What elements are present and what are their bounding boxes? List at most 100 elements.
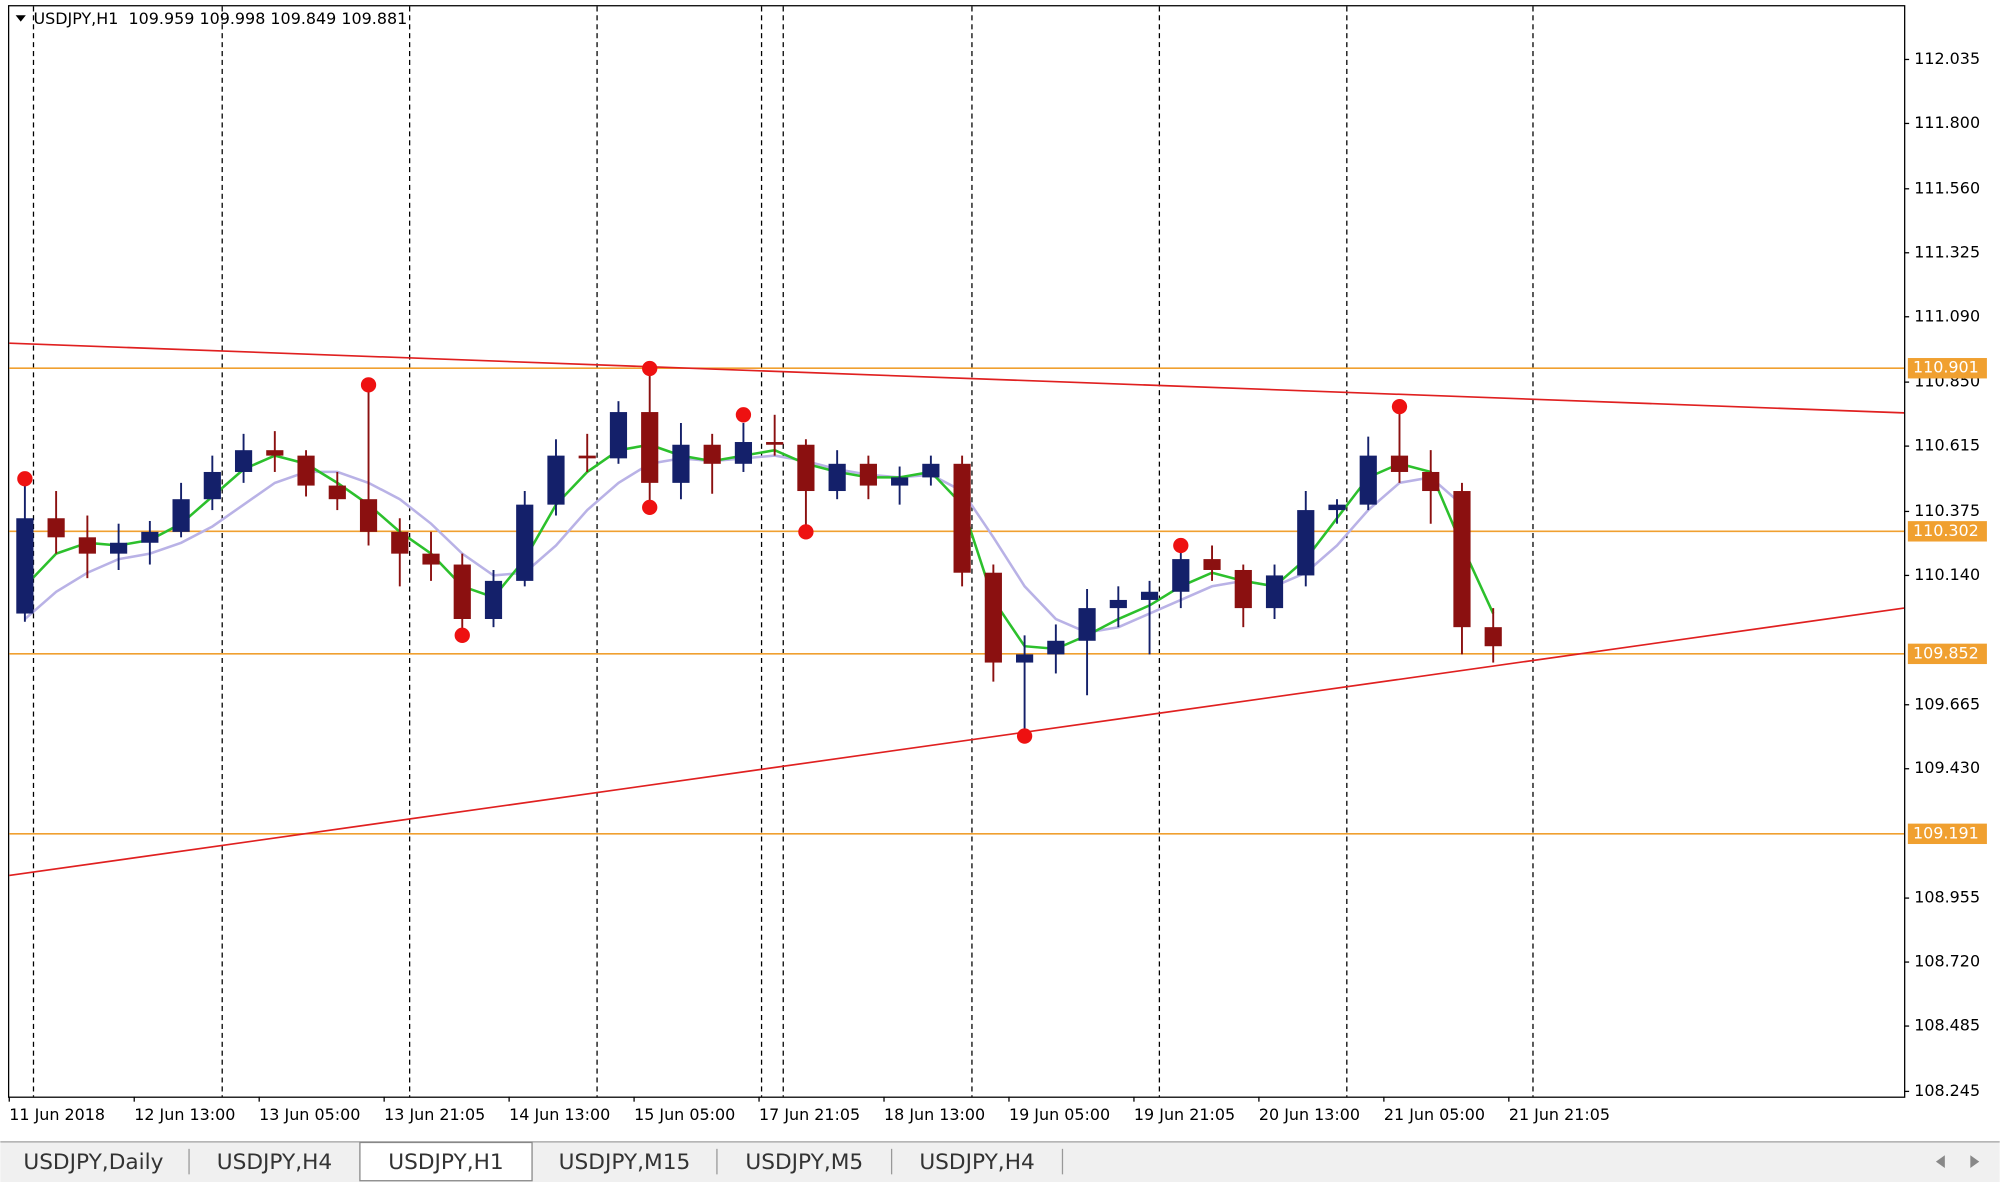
fractal-marker — [642, 360, 658, 377]
level-label: 110.302 — [1913, 521, 1979, 540]
x-tick-label: 20 Jun 13:00 — [1259, 1105, 1360, 1124]
candle-body — [391, 531, 409, 554]
tab[interactable]: USDJPY,M5 — [745, 1150, 863, 1175]
chart-header: USDJPY,H1 109.959 109.998 109.849 109.881 — [33, 9, 407, 28]
level-label: 109.852 — [1913, 643, 1979, 662]
candle-body — [203, 471, 221, 500]
candle-body — [422, 553, 440, 565]
tab-scroll[interactable] — [1935, 1155, 1980, 1168]
y-tick-label: 109.665 — [1914, 694, 1980, 713]
level-label: 110.901 — [1913, 358, 1979, 377]
candle-body — [453, 564, 471, 619]
high-value: 109.998 — [199, 9, 265, 28]
candle-body — [703, 444, 721, 464]
x-tick-label: 17 Jun 21:05 — [759, 1105, 860, 1124]
candle-body — [484, 580, 503, 619]
fractal-marker — [798, 524, 814, 540]
plot-frame — [7, 5, 1906, 1098]
fractal-marker — [454, 627, 470, 643]
candle-body — [1047, 640, 1065, 655]
y-tick-label: 111.560 — [1914, 178, 1980, 197]
candle-body — [1328, 504, 1346, 511]
candle-body — [297, 455, 315, 486]
y-tick-label: 110.615 — [1914, 436, 1980, 455]
period-separators — [32, 6, 1534, 1097]
fractal-marker — [1173, 537, 1189, 554]
y-tick-label: 110.375 — [1914, 501, 1980, 520]
y-tick-label: 110.140 — [1914, 565, 1980, 584]
candle-body — [922, 463, 940, 478]
x-tick-label: 11 Jun 2018 — [9, 1105, 105, 1124]
candle-body — [78, 537, 96, 554]
x-tick-label: 18 Jun 13:00 — [884, 1105, 985, 1124]
trendline — [9, 342, 1905, 414]
candle-body — [1234, 569, 1252, 609]
candle-body — [141, 531, 159, 543]
y-tick-label: 108.955 — [1914, 888, 1980, 907]
candle-body — [1484, 627, 1502, 647]
y-tick-label: 108.720 — [1914, 952, 1980, 971]
candle-body — [1297, 510, 1315, 576]
y-tick-label: 111.090 — [1914, 306, 1980, 325]
candle-body — [1390, 455, 1409, 472]
candle-body — [891, 477, 909, 486]
level-label-box — [1907, 823, 1987, 845]
candle-body — [266, 450, 284, 456]
candle-body — [328, 485, 346, 500]
x-tick-label: 19 Jun 05:00 — [1009, 1105, 1110, 1124]
candle-body — [234, 450, 253, 472]
fractal-marker — [17, 471, 33, 487]
tab[interactable]: USDJPY,H4 — [217, 1150, 332, 1175]
x-tick-label: 21 Jun 21:05 — [1509, 1105, 1610, 1124]
tab[interactable]: USDJPY,H4 — [919, 1150, 1034, 1175]
candle-body — [172, 499, 190, 532]
x-tick-label: 12 Jun 13:00 — [134, 1105, 235, 1124]
level-label: 109.191 — [1913, 823, 1979, 842]
candle-body — [641, 412, 659, 483]
y-tick-label: 109.430 — [1914, 758, 1980, 777]
x-tick-label: 14 Jun 13:00 — [509, 1105, 610, 1124]
candle-body — [1016, 654, 1034, 663]
close-value: 109.881 — [341, 9, 407, 28]
trendline — [9, 607, 1905, 877]
candle-body — [547, 455, 565, 505]
candle-body — [1265, 575, 1284, 609]
candle-body — [1453, 491, 1471, 628]
x-tick-label: 21 Jun 05:00 — [1384, 1105, 1485, 1124]
y-tick-label: 108.485 — [1914, 1016, 1980, 1035]
candle-body — [1078, 608, 1096, 641]
candle-body — [578, 455, 596, 459]
tab[interactable]: USDJPY,H1 — [388, 1150, 503, 1175]
candle-body — [953, 463, 971, 573]
y-tick-label: 108.245 — [1914, 1081, 1980, 1100]
candle-body — [859, 463, 877, 486]
tab[interactable]: USDJPY,Daily — [23, 1150, 163, 1175]
candle-body — [984, 572, 1002, 663]
symbol: USDJPY,H1 — [33, 9, 118, 28]
fractal-marker — [360, 377, 377, 393]
y-tick-label: 111.800 — [1914, 113, 1980, 132]
candle-body — [797, 444, 815, 492]
candle-body — [609, 412, 628, 459]
candle-body — [1109, 599, 1127, 609]
candle-body — [1140, 591, 1159, 600]
candle-body — [734, 442, 753, 464]
x-tick-label: 13 Jun 05:00 — [259, 1105, 360, 1124]
candle-body — [1359, 455, 1377, 505]
fractal-marker — [1391, 398, 1408, 415]
fractal-marker — [735, 407, 752, 423]
low-value: 109.849 — [270, 9, 336, 28]
candle-body — [1422, 471, 1440, 492]
candle-body — [359, 499, 378, 532]
candle-body — [1203, 559, 1221, 570]
candle-body — [1172, 559, 1190, 592]
candle-body — [110, 542, 128, 554]
menu-arrow[interactable] — [15, 15, 26, 22]
x-tick-label: 15 Jun 05:00 — [634, 1105, 735, 1124]
tab[interactable]: USDJPY,M15 — [559, 1150, 691, 1175]
fractal-marker — [642, 499, 658, 516]
candle-body — [516, 504, 534, 581]
open-value: 109.959 — [129, 9, 195, 28]
x-tick-label: 13 Jun 21:05 — [384, 1105, 485, 1124]
level-label-box — [1907, 358, 1987, 379]
